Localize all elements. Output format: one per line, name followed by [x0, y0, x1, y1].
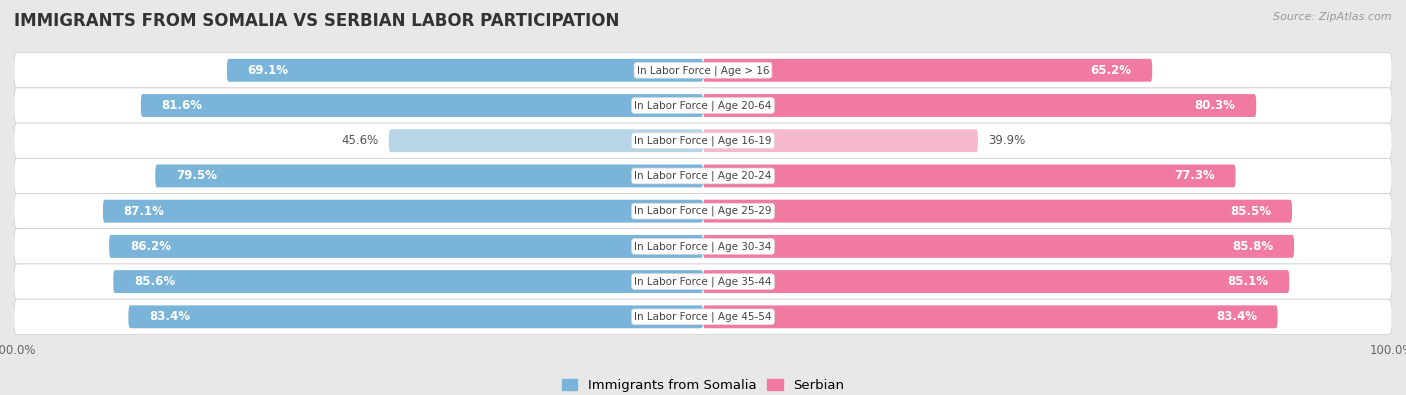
FancyBboxPatch shape	[14, 123, 1392, 158]
Text: 85.6%: 85.6%	[134, 275, 176, 288]
FancyBboxPatch shape	[128, 305, 703, 328]
FancyBboxPatch shape	[14, 158, 1392, 194]
FancyBboxPatch shape	[703, 129, 979, 152]
Text: 80.3%: 80.3%	[1195, 99, 1236, 112]
Text: IMMIGRANTS FROM SOMALIA VS SERBIAN LABOR PARTICIPATION: IMMIGRANTS FROM SOMALIA VS SERBIAN LABOR…	[14, 12, 620, 30]
FancyBboxPatch shape	[14, 88, 1392, 123]
Text: 83.4%: 83.4%	[149, 310, 190, 324]
Text: 86.2%: 86.2%	[129, 240, 170, 253]
Text: Source: ZipAtlas.com: Source: ZipAtlas.com	[1274, 12, 1392, 22]
FancyBboxPatch shape	[103, 200, 703, 223]
FancyBboxPatch shape	[703, 270, 1289, 293]
Text: 79.5%: 79.5%	[176, 169, 217, 182]
FancyBboxPatch shape	[226, 59, 703, 82]
Text: 87.1%: 87.1%	[124, 205, 165, 218]
FancyBboxPatch shape	[703, 94, 1256, 117]
Text: 81.6%: 81.6%	[162, 99, 202, 112]
FancyBboxPatch shape	[110, 235, 703, 258]
FancyBboxPatch shape	[703, 59, 1152, 82]
Text: In Labor Force | Age 16-19: In Labor Force | Age 16-19	[634, 135, 772, 146]
FancyBboxPatch shape	[703, 235, 1294, 258]
FancyBboxPatch shape	[141, 94, 703, 117]
Text: 65.2%: 65.2%	[1091, 64, 1132, 77]
Text: In Labor Force | Age 45-54: In Labor Force | Age 45-54	[634, 312, 772, 322]
Text: In Labor Force | Age 25-29: In Labor Force | Age 25-29	[634, 206, 772, 216]
FancyBboxPatch shape	[703, 305, 1278, 328]
Text: In Labor Force | Age 35-44: In Labor Force | Age 35-44	[634, 276, 772, 287]
FancyBboxPatch shape	[14, 53, 1392, 88]
Text: 45.6%: 45.6%	[342, 134, 378, 147]
FancyBboxPatch shape	[14, 229, 1392, 264]
Text: In Labor Force | Age 20-24: In Labor Force | Age 20-24	[634, 171, 772, 181]
FancyBboxPatch shape	[703, 200, 1292, 223]
FancyBboxPatch shape	[155, 164, 703, 187]
Text: In Labor Force | Age > 16: In Labor Force | Age > 16	[637, 65, 769, 75]
FancyBboxPatch shape	[703, 164, 1236, 187]
Text: 85.8%: 85.8%	[1232, 240, 1274, 253]
Text: 85.5%: 85.5%	[1230, 205, 1271, 218]
FancyBboxPatch shape	[14, 264, 1392, 299]
FancyBboxPatch shape	[14, 299, 1392, 335]
Text: In Labor Force | Age 30-34: In Labor Force | Age 30-34	[634, 241, 772, 252]
Legend: Immigrants from Somalia, Serbian: Immigrants from Somalia, Serbian	[557, 374, 849, 395]
FancyBboxPatch shape	[114, 270, 703, 293]
Text: 85.1%: 85.1%	[1227, 275, 1268, 288]
Text: 69.1%: 69.1%	[247, 64, 288, 77]
Text: 77.3%: 77.3%	[1174, 169, 1215, 182]
Text: 39.9%: 39.9%	[988, 134, 1025, 147]
FancyBboxPatch shape	[389, 129, 703, 152]
Text: In Labor Force | Age 20-64: In Labor Force | Age 20-64	[634, 100, 772, 111]
Text: 83.4%: 83.4%	[1216, 310, 1257, 324]
FancyBboxPatch shape	[14, 194, 1392, 229]
